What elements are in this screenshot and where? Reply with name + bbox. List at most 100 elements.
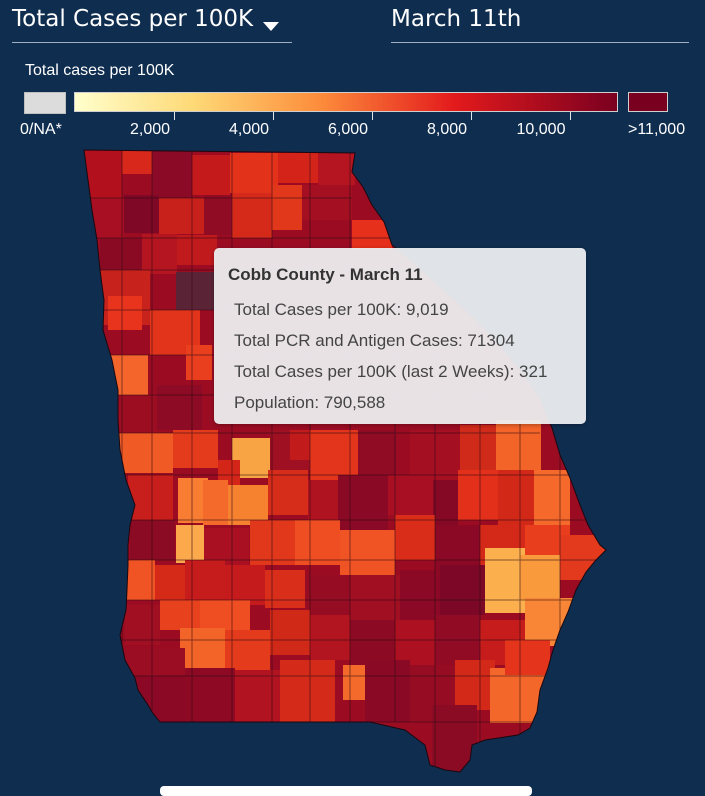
tooltip-row-two-week-cases: Total Cases per 100K (last 2 Weeks): 321: [234, 362, 548, 381]
county[interactable]: [160, 600, 200, 630]
county[interactable]: [100, 238, 142, 270]
county[interactable]: [235, 670, 280, 722]
legend-tick: [471, 112, 472, 120]
county[interactable]: [525, 598, 573, 646]
legend-tick-label: 6,000: [327, 121, 369, 138]
county[interactable]: [124, 195, 159, 233]
county[interactable]: [200, 600, 250, 630]
county[interactable]: [270, 610, 310, 655]
county[interactable]: [110, 355, 148, 395]
county[interactable]: [125, 648, 185, 676]
county[interactable]: [225, 565, 265, 605]
county[interactable]: [185, 668, 235, 723]
date-selector[interactable]: March 11th: [391, 4, 689, 43]
county[interactable]: [278, 153, 318, 183]
county[interactable]: [433, 480, 458, 525]
county[interactable]: [358, 430, 396, 475]
county[interactable]: [505, 640, 550, 675]
county[interactable]: [125, 605, 160, 645]
county[interactable]: [186, 345, 212, 380]
county[interactable]: [268, 470, 308, 515]
county[interactable]: [152, 150, 192, 198]
county[interactable]: [308, 480, 338, 520]
county[interactable]: [458, 470, 498, 520]
legend-tick-label: 4,000: [228, 121, 270, 138]
county-tooltip: Cobb County - March 11 Total Cases per 1…: [214, 248, 586, 424]
legend-tick-label: 2,000: [129, 121, 171, 138]
county[interactable]: [108, 296, 142, 330]
county[interactable]: [232, 193, 272, 238]
county[interactable]: [338, 475, 388, 530]
county[interactable]: [173, 430, 218, 468]
tooltip-row-cases-per-100k: Total Cases per 100K: 9,019: [234, 300, 449, 319]
county[interactable]: [295, 520, 340, 565]
county[interactable]: [350, 620, 395, 665]
bottom-panel-edge: [160, 786, 532, 796]
county[interactable]: [180, 628, 225, 668]
county[interactable]: [177, 235, 217, 265]
county[interactable]: [272, 185, 302, 230]
county[interactable]: [128, 475, 173, 520]
county[interactable]: [120, 560, 155, 600]
county[interactable]: [435, 525, 480, 570]
county[interactable]: [122, 150, 152, 174]
legend-tick-label: 10,000: [516, 121, 566, 138]
county[interactable]: [157, 385, 202, 430]
county[interactable]: [343, 665, 365, 700]
county[interactable]: [176, 525, 204, 563]
metric-dropdown[interactable]: Total Cases per 100K: [12, 4, 292, 43]
county[interactable]: [395, 515, 435, 560]
legend-tick: [174, 112, 175, 120]
legend-tick: [372, 112, 373, 120]
date-label: March 11th: [391, 6, 522, 32]
county[interactable]: [159, 198, 204, 234]
county[interactable]: [228, 485, 268, 525]
county[interactable]: [318, 153, 355, 185]
county[interactable]: [192, 155, 230, 195]
county[interactable]: [310, 430, 358, 480]
county[interactable]: [520, 555, 560, 600]
county[interactable]: [305, 575, 350, 615]
county[interactable]: [440, 565, 485, 615]
county[interactable]: [130, 676, 185, 722]
legend-na-label: 0/NA*: [20, 121, 62, 138]
county[interactable]: [118, 433, 173, 473]
county[interactable]: [352, 220, 392, 250]
tooltip-title: Cobb County - March 11: [228, 265, 423, 284]
county[interactable]: [534, 470, 570, 525]
county[interactable]: [230, 153, 278, 193]
county[interactable]: [310, 615, 350, 660]
county[interactable]: [432, 705, 477, 775]
county[interactable]: [340, 530, 395, 580]
county[interactable]: [142, 234, 177, 274]
county[interactable]: [112, 395, 157, 433]
county[interactable]: [203, 480, 228, 525]
legend-max-swatch: [628, 92, 668, 112]
county[interactable]: [280, 660, 335, 722]
county[interactable]: [455, 660, 495, 710]
legend-color-scale: [74, 92, 618, 112]
legend-tick-label: 8,000: [426, 121, 468, 138]
county-cobb-highlighted[interactable]: [176, 272, 216, 310]
county[interactable]: [155, 565, 185, 600]
metric-dropdown-label: Total Cases per 100K: [12, 6, 254, 32]
county[interactable]: [290, 430, 310, 460]
county[interactable]: [498, 470, 536, 530]
county[interactable]: [84, 150, 122, 198]
tooltip-row-total-cases: Total PCR and Antigen Cases: 71304: [234, 331, 515, 350]
county[interactable]: [400, 570, 440, 620]
legend-title: Total cases per 100K: [25, 62, 175, 79]
county[interactable]: [365, 660, 410, 722]
county[interactable]: [204, 195, 232, 235]
county[interactable]: [485, 548, 525, 613]
county[interactable]: [350, 575, 400, 620]
tooltip-row-population: Population: 790,588: [234, 393, 386, 412]
chevron-down-icon[interactable]: [263, 22, 279, 31]
county[interactable]: [395, 620, 435, 665]
county[interactable]: [84, 198, 124, 238]
legend-tick: [273, 112, 274, 120]
county[interactable]: [265, 570, 305, 608]
legend-tick: [570, 112, 571, 120]
county[interactable]: [185, 560, 225, 600]
legend-max-label: >11,000: [628, 121, 686, 138]
